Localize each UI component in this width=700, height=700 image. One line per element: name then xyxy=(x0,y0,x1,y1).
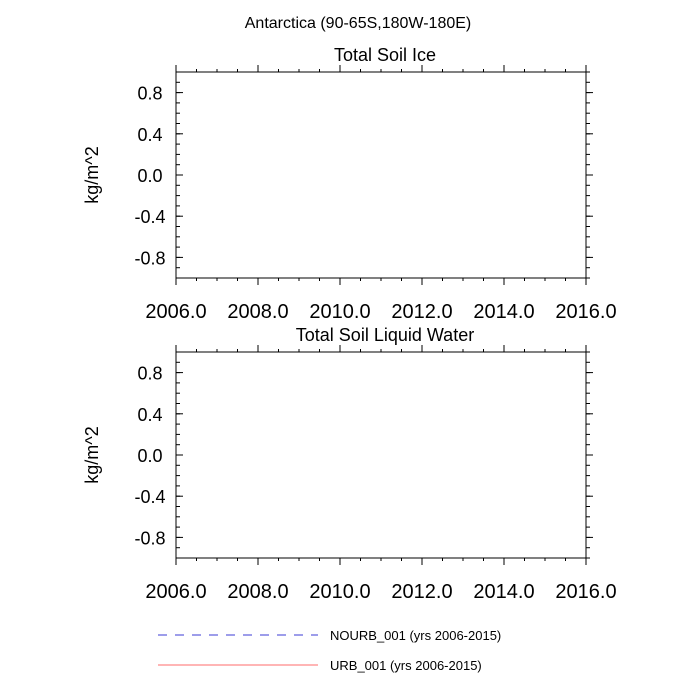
panel-total-soil-liquid-water: Total Soil Liquid Water 0.8 0.4 0.0 -0.4 -0.8… xyxy=(82,325,617,603)
y-tick-label: 0.0 xyxy=(137,446,162,466)
y-axis-label: kg/m^2 xyxy=(82,426,102,483)
y-tick-label: -0.4 xyxy=(134,207,165,227)
x-tick-label: 2014.0 xyxy=(473,581,534,603)
x-tick-label: 2006.0 xyxy=(145,301,206,323)
y-axis-label: kg/m^2 xyxy=(82,146,102,203)
x-tick-label: 2016.0 xyxy=(555,581,616,603)
legend-label: NOURB_001 (yrs 2006-2015) xyxy=(330,628,501,643)
x-tick-label: 2006.0 xyxy=(145,581,206,603)
legend-label: URB_001 (yrs 2006-2015) xyxy=(330,658,482,673)
y-tick-label: 0.8 xyxy=(137,84,162,104)
panel-title: Total Soil Liquid Water xyxy=(296,325,474,345)
y-tick-label: 0.0 xyxy=(137,166,162,186)
plot-frame xyxy=(175,351,587,559)
x-tick-label: 2010.0 xyxy=(309,301,370,323)
x-tick-label: 2008.0 xyxy=(227,301,288,323)
panel-total-soil-ice: Total Soil Ice 0.8 0.4 0.0 -0.4 -0.8 2006.0 200… xyxy=(82,45,617,323)
y-tick-label: 0.8 xyxy=(137,364,162,384)
x-tick-label: 2010.0 xyxy=(309,581,370,603)
y-tick-label: -0.8 xyxy=(134,528,165,548)
legend: NOURB_001 (yrs 2006-2015) URB_001 (yrs 20… xyxy=(158,628,501,673)
x-tick-label: 2012.0 xyxy=(391,301,452,323)
y-tick-label: 0.4 xyxy=(137,125,162,145)
plot-frame xyxy=(175,71,587,279)
figure-suptitle: Antarctica (90-65S,180W-180E) xyxy=(245,15,471,32)
x-tick-label: 2012.0 xyxy=(391,581,452,603)
y-tick-label: -0.8 xyxy=(134,248,165,268)
y-tick-label: 0.4 xyxy=(137,405,162,425)
y-tick-label: -0.4 xyxy=(134,487,165,507)
panel-title: Total Soil Ice xyxy=(334,45,436,65)
x-tick-label: 2016.0 xyxy=(555,301,616,323)
x-tick-label: 2008.0 xyxy=(227,581,288,603)
x-tick-label: 2014.0 xyxy=(473,301,534,323)
